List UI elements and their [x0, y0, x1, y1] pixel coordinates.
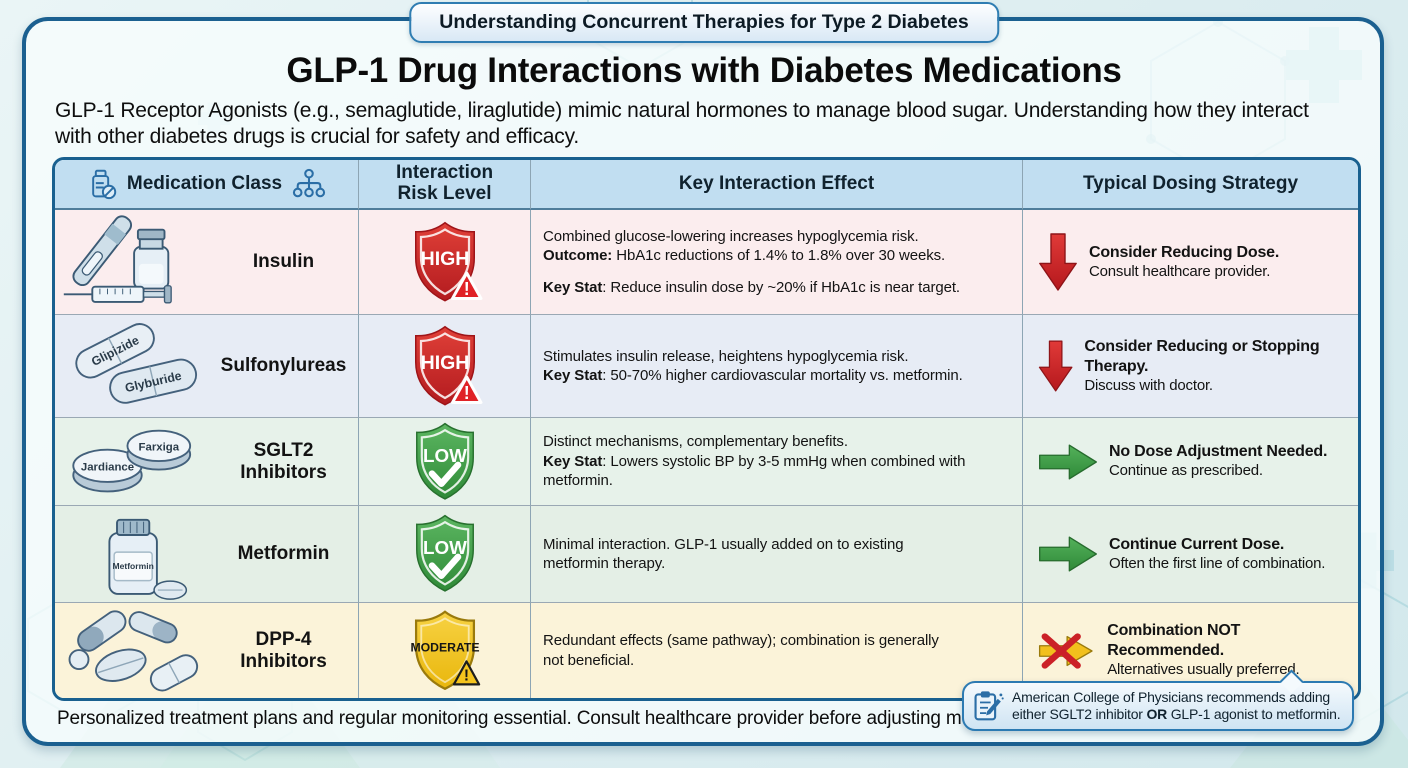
svg-text:!: !: [463, 667, 468, 684]
header-tab: Understanding Concurrent Therapies for T…: [409, 2, 999, 43]
callout-text: American College of Physicians recommend…: [1012, 689, 1341, 722]
right-arrow-icon: [1039, 443, 1097, 480]
medication-cell-metformin: Metformin Metformin: [55, 506, 359, 603]
down-arrow-icon: [1039, 233, 1077, 291]
effect-cell-dpp4: Redundant effects (same pathway); combin…: [531, 603, 1023, 698]
hierarchy-icon: [293, 168, 326, 198]
risk-badge-high-icon: HIGH !: [414, 221, 482, 302]
dosing-cell-sglt2: No Dose Adjustment Needed. Continue as pr…: [1023, 418, 1358, 506]
risk-cell-metformin: LOW: [359, 506, 531, 603]
dosing-text: Continue Current Dose. Often the first li…: [1109, 535, 1326, 572]
medication-name: SGLT2 Inhibitors: [240, 439, 327, 483]
svg-text:HIGH: HIGH: [420, 247, 469, 269]
header-dosing-strategy: Typical Dosing Strategy: [1023, 160, 1358, 210]
medication-name: DPP-4 Inhibitors: [240, 628, 327, 672]
medication-cell-dpp4: DPP-4 Inhibitors: [55, 603, 359, 698]
svg-text:!: !: [463, 278, 469, 298]
dosing-text: No Dose Adjustment Needed. Continue as pr…: [1109, 443, 1328, 480]
svg-text:!: !: [463, 382, 469, 402]
acp-recommendation-callout: American College of Physicians recommend…: [962, 669, 1354, 731]
risk-cell-sglt2: LOW: [359, 418, 531, 506]
risk-cell-dpp4: MODERATE !: [359, 603, 531, 698]
risk-badge-high-icon: HIGH !: [414, 325, 482, 406]
dosing-cell-metformin: Continue Current Dose. Often the first li…: [1023, 506, 1358, 603]
page-title: GLP-1 Drug Interactions with Diabetes Me…: [286, 51, 1122, 90]
sglt2-illustration: Jardiance Farxiga: [55, 418, 217, 506]
down-arrow-icon: [1038, 340, 1073, 392]
medication-cell-insulin: Insulin: [55, 210, 359, 315]
clipboard-pencil-icon: [974, 691, 1004, 721]
svg-text:Metformin: Metformin: [112, 561, 153, 571]
footer-note: Personalized treatment plans and regular…: [57, 708, 1051, 729]
dosing-text: Consider Reducing or Stopping Therapy. Di…: [1084, 337, 1320, 394]
insulin-illustration: [55, 214, 217, 310]
page-subtitle: GLP-1 Receptor Agonists (e.g., semagluti…: [55, 99, 1309, 148]
crossed-arrow-icon: [1038, 632, 1093, 669]
effect-cell-insulin: Combined glucose-lowering increases hypo…: [531, 210, 1023, 315]
dosing-cell-insulin: Consider Reducing Dose. Consult healthcar…: [1023, 210, 1358, 315]
dosing-text: Combination NOT Recommended. Alternatives…: [1107, 622, 1300, 679]
svg-text:HIGH: HIGH: [420, 351, 469, 373]
svg-text:MODERATE: MODERATE: [410, 640, 479, 654]
svg-text:LOW: LOW: [423, 445, 467, 466]
risk-badge-low-icon: LOW: [415, 422, 474, 500]
header-risk-level: Interaction Risk Level: [359, 160, 531, 210]
header-medication-class: Medication Class: [55, 160, 359, 210]
header-interaction-effect: Key Interaction Effect: [531, 160, 1023, 210]
medication-name: Sulfonylureas: [220, 355, 347, 377]
svg-text:Farxiga: Farxiga: [139, 441, 180, 453]
check-icon: [428, 553, 461, 579]
metformin-illustration: Metformin: [55, 508, 217, 600]
risk-cell-sulfonylureas: HIGH !: [359, 315, 531, 418]
effect-cell-metformin: Minimal interaction. GLP-1 usually added…: [531, 506, 1023, 603]
dosing-cell-sulfonylureas: Consider Reducing or Stopping Therapy. Di…: [1023, 315, 1358, 418]
medication-name: Insulin: [252, 251, 315, 273]
interactions-table: Medication Class Interaction Risk Level …: [52, 157, 1361, 701]
tab-title: Understanding Concurrent Therapies for T…: [439, 11, 969, 33]
right-arrow-icon: [1039, 536, 1097, 572]
pill-bottle-icon: [92, 169, 117, 200]
dosing-text: Consider Reducing Dose. Consult healthcar…: [1089, 243, 1280, 280]
risk-badge-moderate-icon: MODERATE !: [410, 609, 480, 690]
check-icon: [428, 461, 461, 487]
medication-name: Metformin: [237, 543, 330, 565]
svg-text:LOW: LOW: [423, 537, 467, 558]
effect-cell-sglt2: Distinct mechanisms, complementary benef…: [531, 418, 1023, 506]
sulfonylureas-illustration: Glipizide Glyburide: [55, 318, 217, 414]
medication-cell-sulfonylureas: Glipizide Glyburide Sulfonylureas: [55, 315, 359, 418]
risk-cell-insulin: HIGH !: [359, 210, 531, 315]
risk-badge-low-icon: LOW: [415, 514, 474, 592]
svg-text:Jardiance: Jardiance: [81, 461, 134, 473]
dpp4-illustration: [55, 606, 217, 696]
effect-cell-sulfonylureas: Stimulates insulin release, heightens hy…: [531, 315, 1023, 418]
medication-cell-sglt2: Jardiance Farxiga SGLT2 Inhibitors: [55, 418, 359, 506]
